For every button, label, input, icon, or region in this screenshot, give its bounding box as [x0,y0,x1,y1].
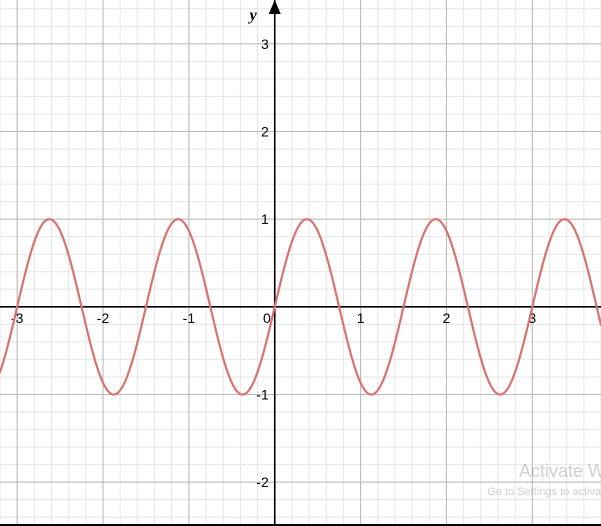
y-tick-label: 1 [261,211,269,227]
y-tick-label: -2 [256,474,269,490]
y-tick-label: 2 [261,124,269,140]
x-tick-label: 2 [443,310,451,326]
sine-chart: -3-2-10123-2-1123y [0,0,601,526]
x-tick-label: -1 [183,310,196,326]
chart-container: -3-2-10123-2-1123y Activate Windows Go t… [0,0,601,526]
y-axis-label: y [248,7,258,24]
x-tick-label: -2 [97,310,110,326]
y-tick-label: 3 [261,36,269,52]
x-tick-label: 1 [357,310,365,326]
y-tick-label: -1 [256,387,269,403]
